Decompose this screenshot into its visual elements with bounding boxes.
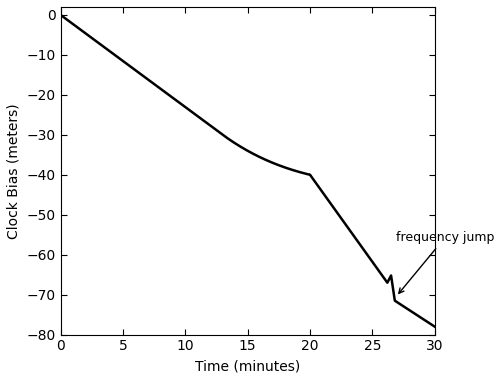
Y-axis label: Clock Bias (meters): Clock Bias (meters) — [7, 103, 21, 239]
X-axis label: Time (minutes): Time (minutes) — [195, 359, 300, 373]
Text: frequency jump: frequency jump — [396, 231, 494, 293]
